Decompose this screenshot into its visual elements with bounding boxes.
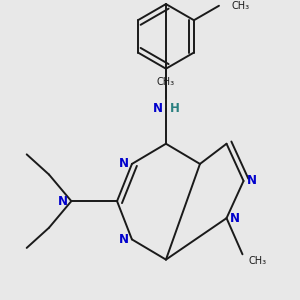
Text: CH₃: CH₃ (157, 77, 175, 87)
Text: N: N (118, 233, 128, 246)
Text: CH₃: CH₃ (232, 1, 250, 11)
Text: CH₃: CH₃ (249, 256, 267, 266)
Text: N: N (152, 102, 162, 115)
Text: N: N (58, 195, 68, 208)
Text: H: H (169, 102, 179, 115)
Text: N: N (230, 212, 240, 225)
Text: N: N (247, 174, 257, 188)
Text: N: N (118, 158, 128, 170)
